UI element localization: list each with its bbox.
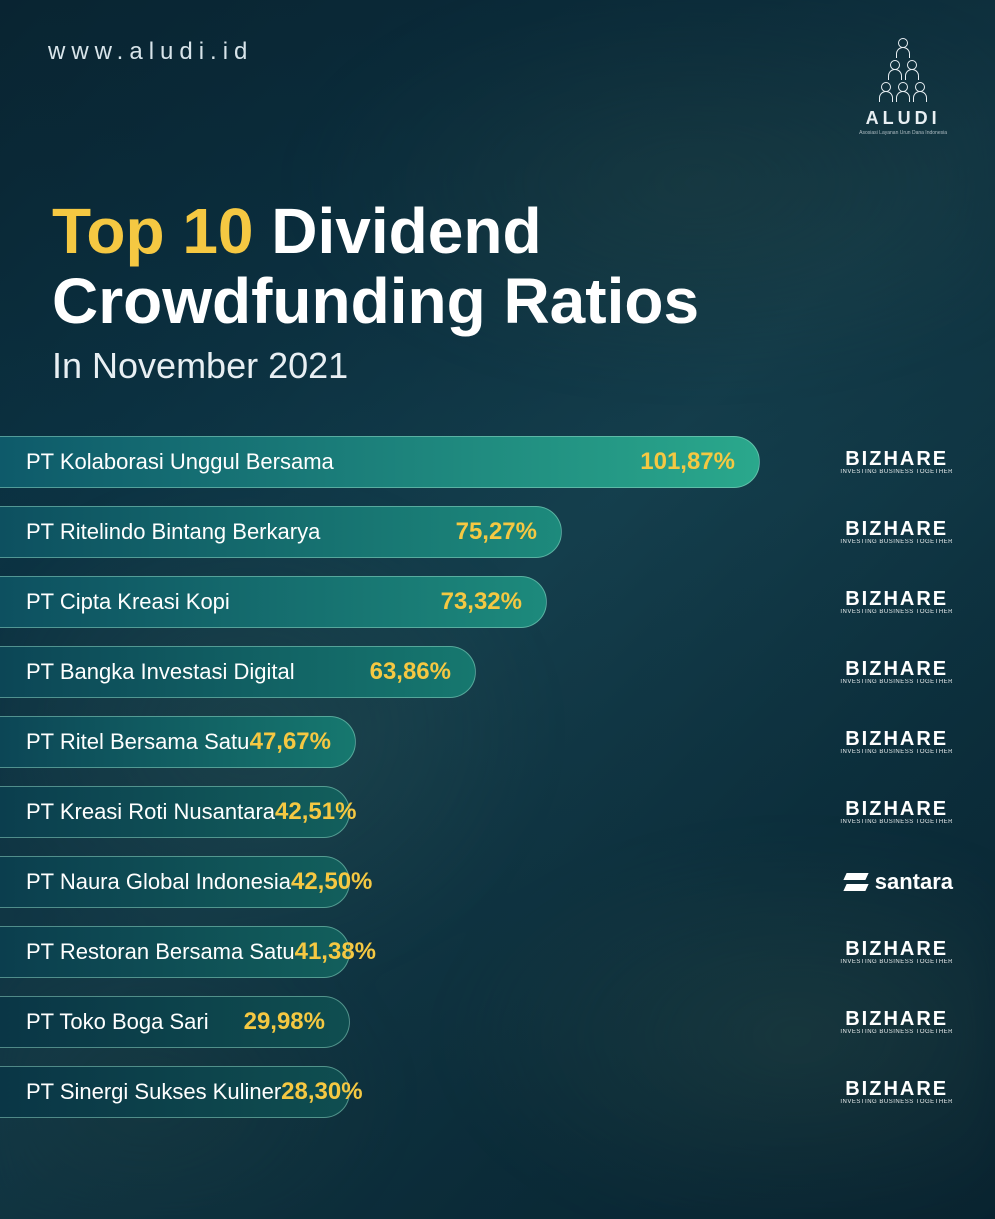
bizhare-tagline: INVESTING BUSINESS TOGETHER bbox=[840, 749, 953, 755]
logo-subtitle: Asosiasi Layanan Urun Dana Indonesia bbox=[859, 130, 947, 136]
title-line-2: Crowdfunding Ratios bbox=[52, 266, 943, 336]
bar: PT Toko Boga Sari 29,98% bbox=[0, 996, 350, 1048]
title-block: Top 10 Dividend Crowdfunding Ratios In N… bbox=[0, 136, 995, 397]
chart-row: PT Toko Boga Sari 29,98% BIZHAREINVESTING … bbox=[0, 987, 995, 1057]
value-label: 42,50% bbox=[291, 868, 372, 896]
bizhare-tagline: INVESTING BUSINESS TOGETHER bbox=[840, 539, 953, 545]
value-label: 41,38% bbox=[295, 938, 376, 966]
chart-row: PT Kreasi Roti Nusantara42,51% BIZHAREINV… bbox=[0, 777, 995, 847]
platform-badge: BIZHAREINVESTING BUSINESS TOGETHER bbox=[840, 518, 953, 545]
company-label: PT Kolaborasi Unggul Bersama bbox=[26, 449, 334, 475]
bizhare-name: BIZHARE bbox=[840, 448, 953, 471]
chart-row: PT Sinergi Sukses Kuliner28,30% BIZHAREIN… bbox=[0, 1057, 995, 1127]
company-label: PT Kreasi Roti Nusantara bbox=[26, 799, 275, 825]
santara-wrap: santara bbox=[845, 869, 953, 895]
chart-row: PT Ritelindo Bintang Berkarya 75,27% BIZHA… bbox=[0, 497, 995, 567]
bar: PT Kreasi Roti Nusantara42,51% bbox=[0, 786, 350, 838]
santara-icon bbox=[845, 873, 867, 891]
platform-badge: santara bbox=[845, 869, 953, 895]
title-accent: Top 10 bbox=[52, 195, 254, 267]
company-label: PT Sinergi Sukses Kuliner bbox=[26, 1079, 281, 1105]
platform-badge: BIZHAREINVESTING BUSINESS TOGETHER bbox=[840, 1008, 953, 1035]
title-line-1: Top 10 Dividend bbox=[52, 196, 943, 266]
bizhare-name: BIZHARE bbox=[840, 1008, 953, 1031]
bar: PT Ritelindo Bintang Berkarya 75,27% bbox=[0, 506, 562, 558]
santara-name: santara bbox=[875, 869, 953, 895]
value-label: 29,98% bbox=[244, 1008, 325, 1036]
platform-badge: BIZHAREINVESTING BUSINESS TOGETHER bbox=[840, 658, 953, 685]
pyramid-icon bbox=[859, 38, 947, 102]
bar-chart: PT Kolaborasi Unggul Bersama 101,87% BIZHA… bbox=[0, 397, 995, 1127]
bizhare-name: BIZHARE bbox=[840, 728, 953, 751]
logo-name: ALUDI bbox=[859, 108, 947, 129]
bizhare-tagline: INVESTING BUSINESS TOGETHER bbox=[840, 609, 953, 615]
header: www.aludi.id ALUDI Asosiasi Layanan Urun… bbox=[0, 0, 995, 136]
value-label: 47,67% bbox=[250, 728, 331, 756]
bar: PT Sinergi Sukses Kuliner28,30% bbox=[0, 1066, 350, 1118]
bizhare-name: BIZHARE bbox=[840, 658, 953, 681]
bizhare-tagline: INVESTING BUSINESS TOGETHER bbox=[840, 959, 953, 965]
value-label: 42,51% bbox=[275, 798, 356, 826]
bizhare-name: BIZHARE bbox=[840, 518, 953, 541]
bar: PT Cipta Kreasi Kopi 73,32% bbox=[0, 576, 547, 628]
company-label: PT Ritel Bersama Satu bbox=[26, 729, 249, 755]
bizhare-tagline: INVESTING BUSINESS TOGETHER bbox=[840, 819, 953, 825]
chart-row: PT Restoran Bersama Satu41,38% BIZHAREINV… bbox=[0, 917, 995, 987]
bizhare-tagline: INVESTING BUSINESS TOGETHER bbox=[840, 1099, 953, 1105]
company-label: PT Cipta Kreasi Kopi bbox=[26, 589, 230, 615]
platform-badge: BIZHAREINVESTING BUSINESS TOGETHER bbox=[840, 798, 953, 825]
platform-badge: BIZHAREINVESTING BUSINESS TOGETHER bbox=[840, 728, 953, 755]
chart-row: PT Kolaborasi Unggul Bersama 101,87% BIZHA… bbox=[0, 427, 995, 497]
bizhare-tagline: INVESTING BUSINESS TOGETHER bbox=[840, 469, 953, 475]
bar: PT Ritel Bersama Satu47,67% bbox=[0, 716, 356, 768]
company-label: PT Ritelindo Bintang Berkarya bbox=[26, 519, 320, 545]
company-label: PT Naura Global Indonesia bbox=[26, 869, 291, 895]
company-label: PT Toko Boga Sari bbox=[26, 1009, 209, 1035]
platform-badge: BIZHAREINVESTING BUSINESS TOGETHER bbox=[840, 588, 953, 615]
platform-badge: BIZHAREINVESTING BUSINESS TOGETHER bbox=[840, 938, 953, 965]
aludi-logo: ALUDI Asosiasi Layanan Urun Dana Indones… bbox=[859, 38, 947, 136]
site-url: www.aludi.id bbox=[48, 38, 253, 66]
bar: PT Bangka Investasi Digital 63,86% bbox=[0, 646, 476, 698]
value-label: 28,30% bbox=[281, 1078, 362, 1106]
bizhare-tagline: INVESTING BUSINESS TOGETHER bbox=[840, 679, 953, 685]
bizhare-name: BIZHARE bbox=[840, 938, 953, 961]
bar: PT Naura Global Indonesia42,50% bbox=[0, 856, 350, 908]
bar: PT Restoran Bersama Satu41,38% bbox=[0, 926, 350, 978]
platform-badge: BIZHAREINVESTING BUSINESS TOGETHER bbox=[840, 448, 953, 475]
chart-row: PT Ritel Bersama Satu47,67% BIZHAREINVEST… bbox=[0, 707, 995, 777]
chart-row: PT Bangka Investasi Digital 63,86% BIZHARE… bbox=[0, 637, 995, 707]
title-rest-1: Dividend bbox=[254, 195, 542, 267]
bizhare-name: BIZHARE bbox=[840, 798, 953, 821]
company-label: PT Restoran Bersama Satu bbox=[26, 939, 295, 965]
value-label: 63,86% bbox=[370, 658, 451, 686]
value-label: 75,27% bbox=[456, 518, 537, 546]
bizhare-name: BIZHARE bbox=[840, 588, 953, 611]
company-label: PT Bangka Investasi Digital bbox=[26, 659, 295, 685]
bar: PT Kolaborasi Unggul Bersama 101,87% bbox=[0, 436, 760, 488]
chart-row: PT Cipta Kreasi Kopi 73,32% BIZHAREINVESTI… bbox=[0, 567, 995, 637]
platform-badge: BIZHAREINVESTING BUSINESS TOGETHER bbox=[840, 1078, 953, 1105]
bizhare-name: BIZHARE bbox=[840, 1078, 953, 1101]
value-label: 101,87% bbox=[640, 448, 735, 476]
chart-row: PT Naura Global Indonesia42,50% santara bbox=[0, 847, 995, 917]
value-label: 73,32% bbox=[441, 588, 522, 616]
subtitle: In November 2021 bbox=[52, 345, 943, 387]
bizhare-tagline: INVESTING BUSINESS TOGETHER bbox=[840, 1029, 953, 1035]
